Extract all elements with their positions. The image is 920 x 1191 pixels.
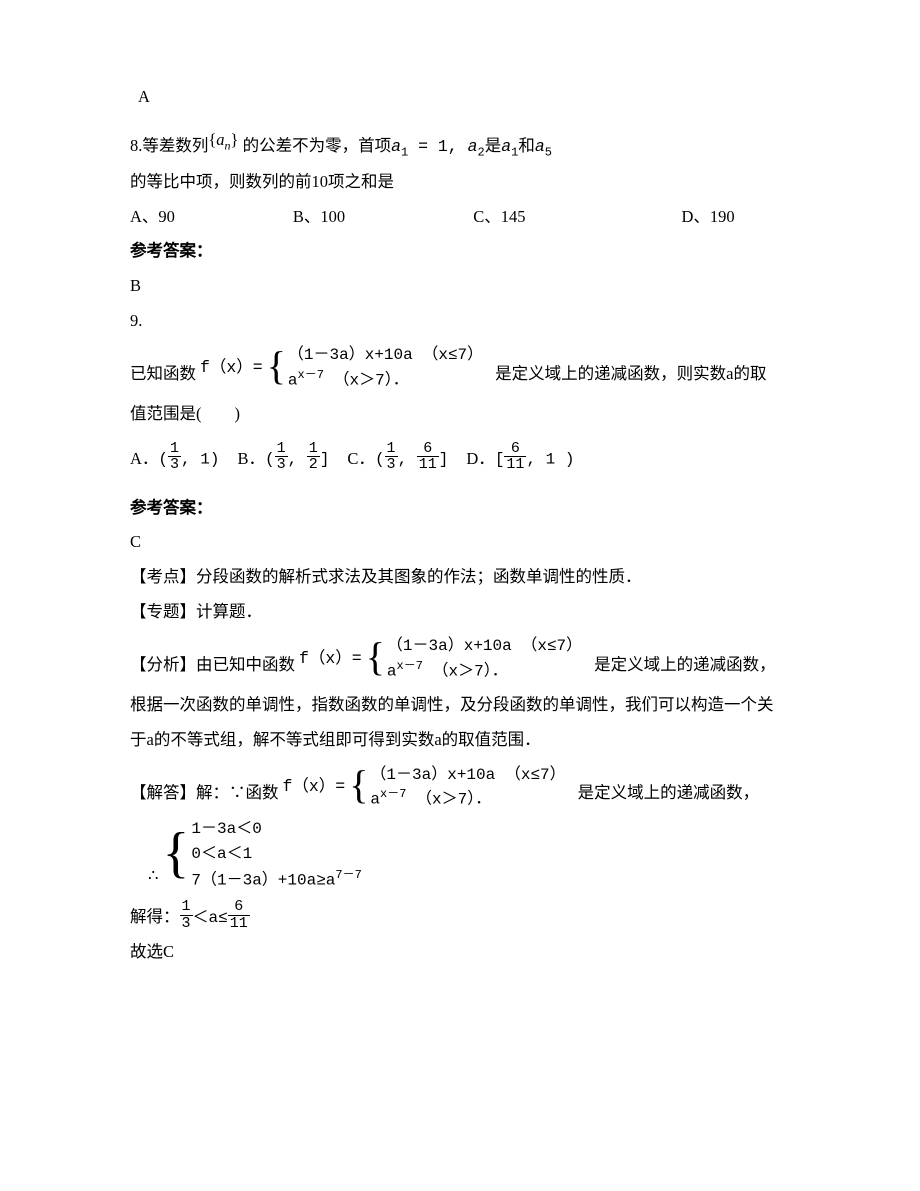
kaodian-text: 分段函数的解析式求法及其图象的作法；函数单调性的性质．	[196, 567, 642, 586]
q9-optB-label: B．	[237, 442, 265, 477]
q9-ref-label: 参考答案：	[130, 491, 810, 526]
left-brace-icon: {	[349, 765, 368, 805]
q9-number: 9.	[130, 304, 810, 339]
frac-den: 11	[417, 457, 439, 473]
fenxi-post: 是定义域上的递减函数，	[594, 648, 776, 683]
zhuanti-text: 计算题．	[196, 602, 262, 621]
jieda-post: 是定义域上的递减函数，	[578, 776, 760, 811]
sys-line2: 0＜a＜1	[191, 842, 361, 867]
q9-optC-close: ]	[439, 450, 449, 468]
q8-text1: 等差数列	[142, 136, 208, 155]
q9-fenxi-piece2: ax－7 （x＞7）．	[387, 658, 582, 683]
q9-jieda-fx: f（x）= { （1－3a）x+10a （x≤7） ax－7 （x＞7）．	[283, 764, 566, 811]
frac-num: 6	[504, 441, 526, 458]
fenxi-pre: 由已知中函数	[196, 655, 295, 674]
frac-num: 6	[417, 441, 439, 458]
q8-stem-line2: 的等比中项，则数列的前10项之和是	[130, 165, 810, 200]
sys-line3: 7（1－3a）+10a≥a7－7	[191, 866, 361, 893]
q9-fenxi-line2: 根据一次函数的单调性，指数函数的单调性，及分段函数的单调性，我们可以构造一个关	[130, 688, 810, 723]
q9-fx-label3: f（x）=	[283, 770, 346, 805]
frac-den: 3	[180, 916, 193, 932]
q9-fx-piecewise: f（x）= { （1－3a）x+10a （x≤7） ax－7 （x＞7）．	[200, 344, 483, 391]
q9-optB-mid: ,	[288, 450, 307, 468]
frac-num: 1	[385, 441, 398, 458]
kaodian-label: 【考点】	[130, 567, 196, 586]
q9-optC-open: (	[375, 450, 385, 468]
q8-option-c: C、145	[473, 200, 525, 235]
q8-seq: {an}	[208, 131, 238, 150]
q8-number: 8.	[130, 136, 142, 155]
frac-den: 11	[504, 457, 526, 473]
q9-option-d: D． [611, 1 )	[466, 442, 574, 477]
q9-optC-mid: ,	[398, 450, 417, 468]
frac-num: 1	[275, 441, 288, 458]
q9-stem-line1: 已知函数 f（x）= { （1－3a）x+10a （x≤7） ax－7 （x＞7…	[130, 344, 810, 391]
q9-answer: C	[130, 525, 810, 560]
q9-optB-close: ]	[320, 450, 330, 468]
q8-ref-label: 参考答案：	[130, 234, 810, 269]
fenxi-label: 【分析】	[130, 655, 196, 674]
q9-optA-label: A．	[130, 442, 158, 477]
frac-num: 1	[307, 441, 320, 458]
q9-optB-open: (	[265, 450, 275, 468]
frac-den: 11	[228, 916, 250, 932]
q9-post1b: 值范围是( )	[130, 397, 810, 432]
frac-num: 1	[180, 899, 193, 916]
q9-solve: 解得：13＜a≤611	[130, 900, 810, 936]
frac-num: 1	[168, 441, 181, 458]
left-brace-icon: {	[366, 637, 385, 677]
q8-option-b: B、100	[293, 200, 345, 235]
q9-jieda-line1: 【解答】解：∵函数 f（x）= { （1－3a）x+10a （x≤7） ax－7…	[130, 764, 810, 811]
frac-den: 3	[168, 457, 181, 473]
solve-label: 解得：	[130, 907, 180, 926]
prev-answer: A	[130, 80, 810, 115]
q9-fx-label: f（x）=	[200, 351, 263, 386]
q9-post1: 是定义域上的递减函数，则实数a的取	[495, 357, 766, 392]
q8-answer: B	[130, 269, 810, 304]
q9-optD-open: [	[495, 450, 505, 468]
q9-pre1: 已知函数	[130, 357, 196, 392]
therefore-symbol: ∴	[148, 859, 159, 894]
q8-option-d: D、190	[681, 200, 734, 235]
left-brace-icon: {	[267, 346, 286, 386]
frac-den: 3	[385, 457, 398, 473]
frac-num: 6	[228, 899, 250, 916]
q9-fenxi-line1: 【分析】由已知中函数 f（x）= { （1－3a）x+10a （x≤7） ax－…	[130, 635, 810, 682]
q9-zhuanti: 【专题】计算题．	[130, 595, 810, 630]
q9-optD-close: , 1 )	[526, 450, 574, 468]
q9-final: 故选C	[130, 935, 810, 970]
q8-text2: 的公差不为零，首项	[238, 136, 391, 155]
jieda-pre: 解：∵函数	[196, 783, 279, 802]
q8-stem-line1: 8.等差数列{an} 的公差不为零，首项a1 = 1, a2是a1和a5	[130, 129, 810, 165]
q9-fenxi-piece1: （1－3a）x+10a （x≤7）	[387, 635, 582, 657]
q8-options: A、90 B、100 C、145 D、190	[130, 200, 810, 235]
q9-option-b: B． (13, 12]	[237, 442, 329, 477]
q9-options: A． (13, 1) B． (13, 12] C． (13, 611] D． […	[130, 442, 810, 477]
q9-optD-label: D．	[466, 442, 494, 477]
zhuanti-label: 【专题】	[130, 602, 196, 621]
jieda-label: 【解答】	[130, 783, 196, 802]
q9-piece2: ax－7 （x＞7）．	[288, 367, 483, 392]
q9-piece1: （1－3a）x+10a （x≤7）	[288, 344, 483, 366]
left-brace-icon: {	[163, 825, 190, 881]
solve-mid: ＜a≤	[193, 909, 228, 927]
q9-jieda-piece1: （1－3a）x+10a （x≤7）	[370, 764, 565, 786]
q9-system: ∴ { 1－3a＜0 0＜a＜1 7（1－3a）+10a≥a7－7	[148, 817, 810, 894]
q9-fenxi-line3: 于a的不等式组，解不等式组即可得到实数a的取值范围．	[130, 723, 810, 758]
q9-optA-open: (	[158, 450, 168, 468]
q8-option-a: A、90	[130, 200, 175, 235]
q9-option-a: A． (13, 1)	[130, 442, 219, 477]
q9-optC-label: C．	[347, 442, 375, 477]
q9-option-c: C． (13, 611]	[347, 442, 448, 477]
sys-line1: 1－3a＜0	[191, 817, 361, 842]
frac-den: 2	[307, 457, 320, 473]
q9-jieda-piece2: ax－7 （x＞7）．	[370, 786, 565, 811]
q8-eq: a1 = 1, a2是a1和a5	[391, 137, 552, 156]
q9-optA-close: , 1)	[181, 450, 219, 468]
frac-den: 3	[275, 457, 288, 473]
q9-fenxi-fx: f（x）= { （1－3a）x+10a （x≤7） ax－7 （x＞7）．	[299, 635, 582, 682]
q9-fx-label2: f（x）=	[299, 642, 362, 677]
q9-kaodian: 【考点】分段函数的解析式求法及其图象的作法；函数单调性的性质．	[130, 560, 810, 595]
